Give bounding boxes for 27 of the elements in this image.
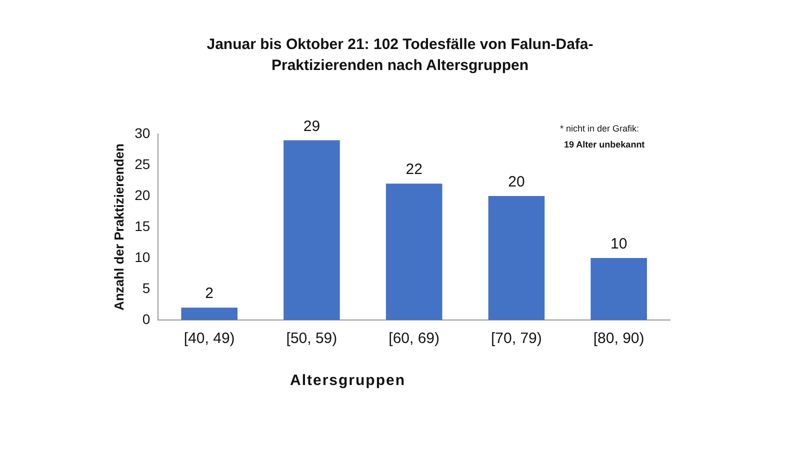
text: * nicht in der Grafik: xyxy=(560,123,640,134)
data-label: 22 xyxy=(406,161,422,178)
y-tick-label: 5 xyxy=(142,280,150,296)
y-tick-label: 30 xyxy=(134,124,150,141)
x-tick-label: [40, 49) xyxy=(184,330,235,348)
x-tick-label: [80, 90) xyxy=(593,330,644,348)
data-label: 10 xyxy=(610,236,628,253)
y-tick-label: 25 xyxy=(134,156,150,172)
annotation: 19 Alter unbekannt xyxy=(564,139,645,150)
y-tick-label: 20 xyxy=(134,186,150,203)
bar xyxy=(386,184,442,320)
x-axis-title: Altersgruppen xyxy=(290,372,406,389)
bar xyxy=(181,308,238,320)
bar xyxy=(488,196,545,320)
x-tick-label: [60, 69) xyxy=(388,330,440,348)
y-tick-label: 10 xyxy=(134,248,150,265)
bar xyxy=(284,140,340,320)
chart-title: Januar bis Oktober 21: 102 Todesfälle von Falun-Dafa-Praktizierenden nach Altersgruppen xyxy=(206,35,594,76)
data-label: 29 xyxy=(303,118,320,135)
y-axis-title: Anzahl der Praktizierenden xyxy=(111,144,126,310)
bar xyxy=(590,258,647,320)
y-tick-label: 15 xyxy=(134,218,150,234)
x-tick-label: [50, 59) xyxy=(286,330,338,348)
y-tick-label: 0 xyxy=(142,310,150,327)
data-label: 2 xyxy=(205,285,214,302)
x-tick-label: [70, 79) xyxy=(491,330,542,348)
data-label: 20 xyxy=(508,174,525,191)
